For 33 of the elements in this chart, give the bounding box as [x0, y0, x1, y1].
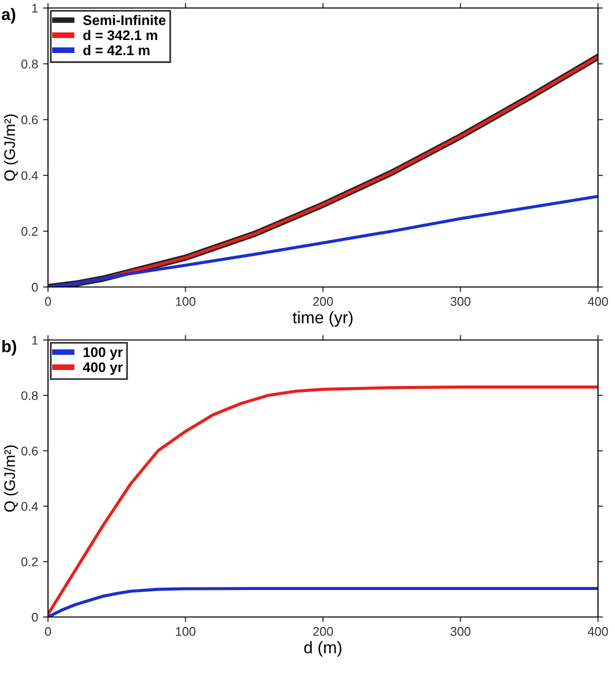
- x-tick-label: 300: [450, 297, 470, 306]
- x-tick-label: 100: [176, 627, 196, 636]
- x-tick-label: 0: [45, 627, 51, 636]
- x-axis-title: time (yr): [292, 311, 353, 327]
- y-axis-title: Q (GJ/m²): [4, 446, 18, 512]
- legend-label: d = 42.1 m: [83, 45, 150, 56]
- chart-title: a): [2, 8, 16, 24]
- y-tick-label: 1: [32, 336, 38, 345]
- legend-label: Semi-Infinite: [83, 14, 166, 26]
- y-tick-label: 0.2: [21, 227, 38, 236]
- x-tick-label: 300: [450, 627, 470, 636]
- y-axis-title: Q (GJ/m²): [4, 114, 18, 181]
- legend-label: 100 yr: [84, 347, 123, 360]
- y-tick-label: 0.6: [21, 115, 38, 124]
- x-tick-label: 0: [45, 297, 51, 306]
- y-tick-label: 0.6: [21, 446, 38, 456]
- y-tick-label: 0.4: [21, 171, 38, 180]
- y-tick-label: 0.8: [21, 60, 38, 68]
- legend-label: 400 yr: [82, 362, 123, 375]
- x-tick-label: 100: [176, 297, 196, 306]
- y-tick-label: 0: [32, 282, 38, 292]
- y-tick-label: 1: [32, 4, 38, 13]
- x-axis-title: d (m): [304, 641, 342, 657]
- y-tick-label: 0.4: [21, 502, 38, 511]
- y-tick-label: 0.8: [21, 391, 38, 400]
- x-tick-label: 200: [313, 627, 333, 636]
- y-tick-label: 0: [32, 612, 38, 622]
- legend-label: d = 342.1 m: [83, 30, 158, 40]
- x-tick-label: 400: [588, 297, 608, 306]
- x-tick-label: 400: [588, 627, 608, 636]
- chart-title: b): [2, 340, 16, 356]
- y-tick-label: 0.2: [21, 557, 38, 566]
- x-tick-label: 200: [313, 297, 333, 306]
